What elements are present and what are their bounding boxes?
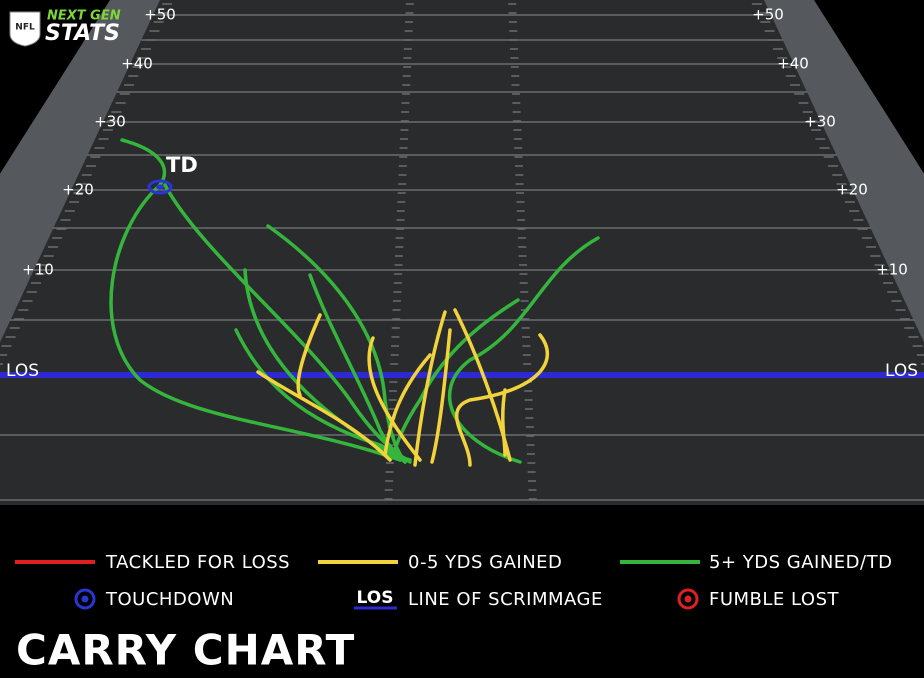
los-label: LOS [885, 361, 918, 381]
legend-icon [81, 595, 89, 603]
td-label: TD [166, 153, 198, 177]
carry-path [234, 328, 407, 464]
carry-path [296, 313, 322, 397]
carry-path [455, 333, 550, 467]
td-ring [147, 179, 173, 195]
legend-label: TACKLED FOR LOSS [105, 552, 290, 573]
yard-label: +30 [804, 113, 836, 131]
legend-icon: LOS [357, 588, 394, 608]
yard-label: +20 [62, 181, 94, 199]
yard-label: +30 [94, 113, 126, 131]
logo-line2: STATS [45, 21, 120, 46]
carry-path [109, 138, 402, 462]
carry-path [163, 183, 412, 464]
title: CARRY CHART [16, 626, 355, 675]
legend-label: FUMBLE LOST [709, 589, 840, 610]
logo-line1: NEXT GEN [47, 9, 121, 24]
carry-path [447, 236, 600, 464]
legend: TACKLED FOR LOSS 0-5 YDS GAINED 5+ YDS G… [15, 552, 892, 610]
carry-path [390, 298, 520, 460]
legend-label: LINE OF SCRIMMAGE [408, 589, 603, 610]
carries [109, 138, 600, 467]
field [0, 0, 924, 505]
legend-icon [74, 588, 96, 610]
nfl-badge: NFL [15, 23, 35, 33]
carry-path [383, 353, 432, 457]
logo: NFL NEXT GEN STATS [9, 9, 121, 47]
field-surface [0, 0, 924, 505]
yard-label: +40 [777, 55, 809, 73]
nfl-shield [9, 11, 41, 47]
legend-label: TOUCHDOWN [105, 589, 234, 610]
legend-icon [684, 595, 692, 603]
yard-label: +10 [876, 261, 908, 279]
yard-label: +50 [752, 6, 784, 24]
td-dot [156, 184, 164, 190]
carry-path [501, 388, 507, 457]
legend-icon [677, 588, 699, 610]
yard-label: +20 [836, 181, 868, 199]
carry-path [367, 336, 422, 462]
los-label: LOS [6, 361, 39, 381]
yard-label: +40 [121, 55, 153, 73]
carry-path [413, 310, 447, 467]
legend-label: 5+ YDS GAINED/TD [709, 552, 892, 573]
yard-label: +10 [22, 261, 54, 279]
carry-path [430, 328, 452, 464]
legend-label: 0-5 YDS GAINED [408, 552, 562, 573]
carry-path [256, 370, 392, 462]
yard-label: +50 [144, 6, 176, 24]
touchdown-marker [147, 179, 173, 195]
